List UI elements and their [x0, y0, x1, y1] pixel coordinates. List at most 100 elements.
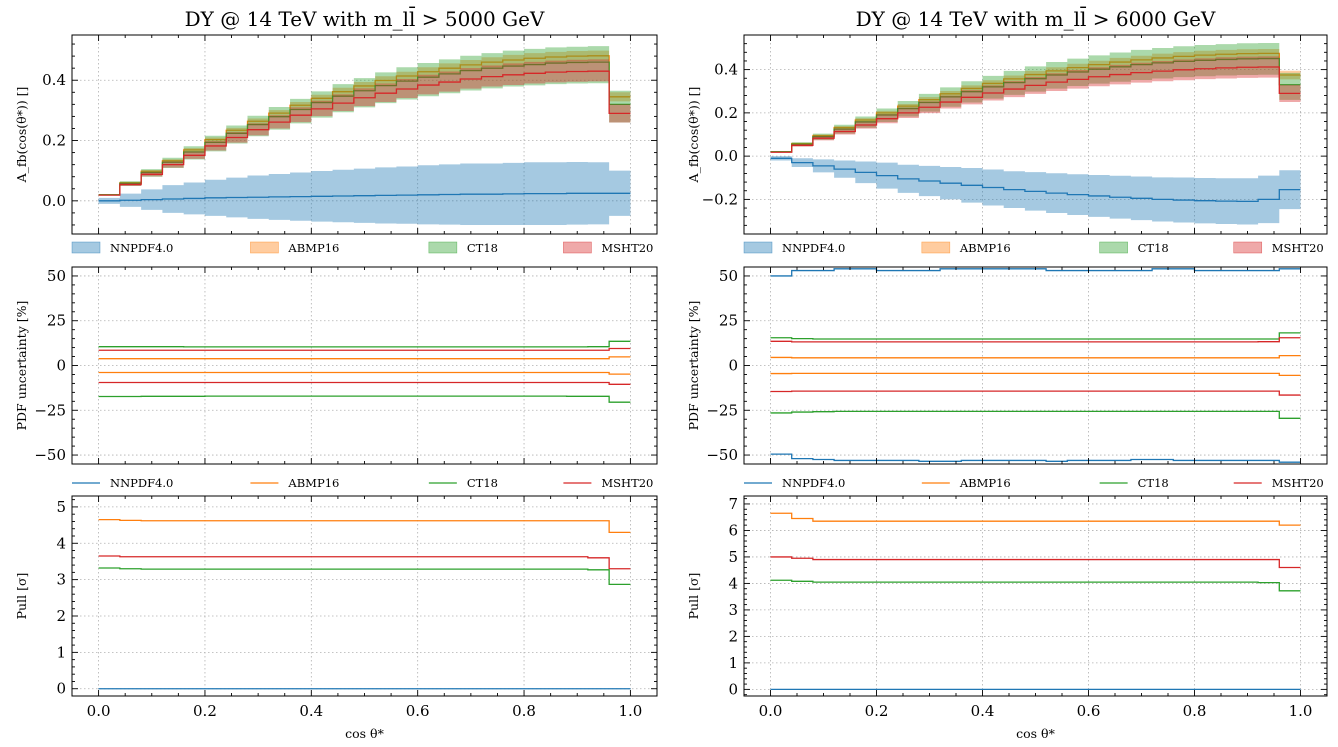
- x-tick-label: 0.4: [299, 702, 323, 720]
- panel: 0 1 2 3 4 5 6 7 Pull [σ] 0.0 0.2 0.4 0.6 0.8 1.0 cos θ*: [686, 495, 1328, 741]
- y-tick-label: 0.4: [714, 61, 738, 79]
- x-tick-label: 0.0: [759, 702, 783, 720]
- x-tick-label: 0.6: [406, 702, 430, 720]
- legend-item: MSHT20: [1233, 476, 1324, 490]
- legend-item: CT18: [1099, 241, 1169, 255]
- legend-label: NNPDF4.0: [110, 476, 173, 490]
- line-lower-CT18: [98, 395, 631, 403]
- y-tick-label: −0.2: [702, 190, 738, 208]
- line-ABMP16: [770, 52, 1301, 153]
- legend-swatch: [428, 241, 458, 254]
- line-CT18: [98, 61, 631, 196]
- line-upper-CT18: [98, 340, 631, 348]
- y-axis-label: Pull [σ]: [686, 573, 701, 620]
- ticks: [744, 266, 1327, 465]
- band-NNPDF4.0: [770, 156, 1301, 225]
- grid: [72, 267, 657, 464]
- grid: [744, 496, 1327, 696]
- y-tick-label: 5: [728, 548, 738, 566]
- y-tick-label: 0: [56, 357, 66, 375]
- panel: −50 −25 0 25 50 PDF uncertainty [%]: [14, 266, 658, 465]
- y-tick-label: 5: [56, 498, 66, 516]
- legend-label: ABMP16: [959, 241, 1011, 255]
- legend-item: NNPDF4.0: [71, 241, 173, 255]
- legend-swatch: [743, 241, 773, 254]
- legend-label: CT18: [467, 241, 498, 255]
- line-CT18: [770, 579, 1301, 592]
- legend-item: MSHT20: [563, 476, 653, 490]
- line-upper-ABMP16: [98, 356, 631, 360]
- line-upper-ABMP16: [770, 355, 1301, 359]
- line-lower-NNPDF4.0: [770, 453, 1301, 463]
- series-group: [770, 512, 1301, 691]
- legend-label: MSHT20: [1272, 241, 1324, 255]
- series-group: [98, 340, 631, 403]
- grid: [744, 267, 1327, 464]
- legend: NNPDF4.0 ABMP16 CT18 MSHT20: [71, 241, 653, 255]
- x-tick-label: 0.8: [512, 702, 536, 720]
- x-tick-label: 0.4: [971, 702, 995, 720]
- line-upper-CT18: [770, 332, 1301, 340]
- line-upper-MSHT20: [98, 347, 631, 351]
- y-tick-label: 0.4: [42, 71, 66, 89]
- x-tick-label: 0.6: [1077, 702, 1101, 720]
- band-NNPDF4.0: [98, 161, 631, 225]
- chart-column: DY @ 14 TeV with m_ll̄ > 6000 GeV −0.2 0.0…: [686, 6, 1328, 741]
- legend-label: NNPDF4.0: [782, 476, 845, 490]
- panel: −0.2 0.0 0.2 0.4 A_fb(cos(θ*)) []: [686, 34, 1328, 235]
- x-axis-label: cos θ*: [1016, 726, 1055, 741]
- line-MSHT20: [98, 555, 631, 570]
- axes-frame: [71, 495, 658, 697]
- y-tick-label: 4: [728, 574, 738, 592]
- y-tick-label: 0.2: [42, 132, 66, 150]
- legend-label: CT18: [1138, 476, 1169, 490]
- legend-swatch: [1233, 241, 1263, 254]
- panel: 0 1 2 3 4 5 Pull [σ] 0.0 0.2 0.4 0.6 0.8 1.0 cos θ*: [14, 495, 658, 741]
- band-MSHT20: [770, 56, 1301, 153]
- line-MSHT20: [770, 66, 1301, 153]
- legend-label: CT18: [1138, 241, 1169, 255]
- y-tick-label: 2: [56, 607, 66, 625]
- line-NNPDF4.0: [98, 192, 631, 202]
- ticks: [72, 266, 657, 465]
- chart-title: DY @ 14 TeV with m_ll̄ > 5000 GeV: [185, 6, 545, 31]
- x-tick-label: 0.2: [865, 702, 889, 720]
- legend-swatch: [71, 241, 101, 254]
- legend-item: CT18: [428, 476, 498, 490]
- legend-item: NNPDF4.0: [744, 476, 845, 490]
- line-lower-MSHT20: [98, 381, 631, 385]
- legend-label: NNPDF4.0: [110, 241, 173, 255]
- line-CT18: [98, 567, 631, 586]
- y-tick-label: 3: [56, 571, 66, 589]
- ticks: [744, 496, 1327, 696]
- line-lower-MSHT20: [770, 390, 1301, 396]
- legend-item: NNPDF4.0: [72, 476, 173, 490]
- line-upper-MSHT20: [770, 337, 1301, 343]
- grid: [72, 496, 657, 696]
- ticks: [72, 35, 657, 234]
- legend-swatch: [1099, 241, 1128, 254]
- legend-item: CT18: [1099, 476, 1169, 490]
- y-tick-label: −25: [706, 401, 738, 419]
- legend: NNPDF4.0 ABMP16 CT18 MSHT20: [743, 241, 1324, 255]
- x-tick-label: 0.2: [193, 702, 217, 720]
- y-axis-label: Pull [σ]: [14, 573, 29, 620]
- y-tick-label: −50: [34, 446, 66, 464]
- legend-item: ABMP16: [250, 241, 339, 255]
- axes-frame: [743, 495, 1328, 697]
- band-CT18: [98, 46, 631, 196]
- legend-label: CT18: [467, 476, 498, 490]
- y-tick-label: 25: [47, 312, 66, 330]
- legend-swatch: [250, 241, 279, 254]
- y-tick-label: 0.0: [42, 192, 66, 210]
- y-tick-label: 6: [728, 521, 738, 539]
- x-tick-label: 0.0: [87, 702, 111, 720]
- y-tick-label: 50: [47, 267, 66, 285]
- x-axis-label: cos θ*: [345, 726, 384, 741]
- line-lower-ABMP16: [770, 372, 1301, 376]
- legend-label: NNPDF4.0: [782, 241, 845, 255]
- y-tick-label: 25: [719, 312, 738, 330]
- y-tick-label: 3: [728, 601, 738, 619]
- y-axis-label: PDF uncertainty [%]: [14, 301, 29, 431]
- axes-frame: [743, 266, 1328, 465]
